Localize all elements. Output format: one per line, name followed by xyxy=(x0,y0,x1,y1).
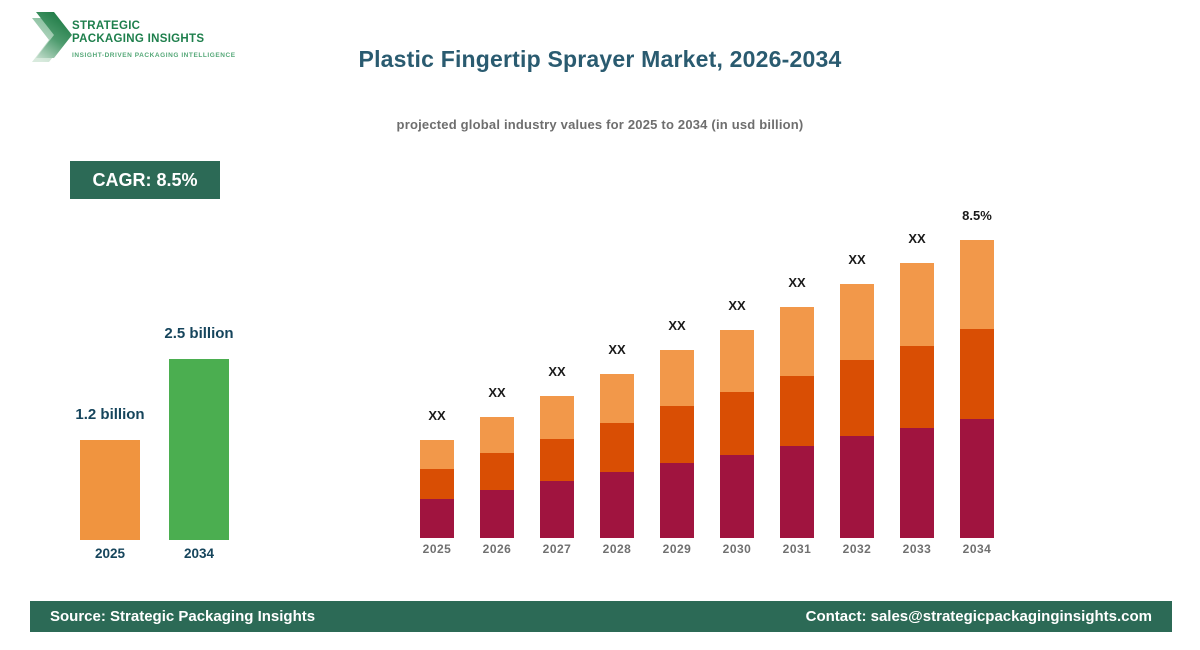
stacked-bar-2027 xyxy=(540,396,574,538)
summary-bar-2034 xyxy=(169,359,229,540)
cagr-badge: CAGR: 8.5% xyxy=(70,161,220,199)
stacked-segment-2029-1 xyxy=(660,406,694,463)
stacked-year-label-2033: 2033 xyxy=(902,542,932,556)
footer-contact: Contact: sales@strategicpackaginginsight… xyxy=(805,608,1152,625)
stacked-bar-2033 xyxy=(900,263,934,538)
stacked-year-label-2034: 2034 xyxy=(962,542,992,556)
stacked-year-label-2026: 2026 xyxy=(482,542,512,556)
stacked-segment-2027-0 xyxy=(540,481,574,538)
stacked-segment-2028-1 xyxy=(600,423,634,473)
stacked-bar-2030 xyxy=(720,330,754,538)
stacked-bar-2034 xyxy=(960,240,994,538)
stacked-segment-2029-0 xyxy=(660,462,694,538)
summary-bar-chart: 1.2 billion 2025 2.5 billion 2034 xyxy=(75,325,233,561)
brand-name-line1: STRATEGIC xyxy=(72,20,141,32)
stacked-bar-label-2029: XX xyxy=(668,318,686,333)
stacked-segment-2032-2 xyxy=(840,284,874,361)
stacked-segment-2026-1 xyxy=(480,453,514,490)
stacked-segment-2026-2 xyxy=(480,417,514,454)
stacked-segment-2027-2 xyxy=(540,396,574,439)
stacked-bar-2031 xyxy=(780,307,814,538)
stacked-bar-2032 xyxy=(840,284,874,538)
stacked-segment-2025-0 xyxy=(420,498,454,538)
summary-bar-2025 xyxy=(80,440,140,540)
stacked-bar-group-2026: XX 2026 xyxy=(467,200,527,556)
summary-bar-group-2025: 1.2 billion 2025 xyxy=(75,325,144,561)
stacked-segment-2031-0 xyxy=(780,445,814,538)
stacked-bar-label-2025: XX xyxy=(428,408,446,423)
stacked-segment-2026-0 xyxy=(480,489,514,538)
stacked-segment-2027-1 xyxy=(540,438,574,482)
footer-source: Source: Strategic Packaging Insights xyxy=(50,608,316,625)
page-subtitle: projected global industry values for 202… xyxy=(396,117,804,132)
stacked-segment-2030-2 xyxy=(720,330,754,393)
stacked-segment-2032-0 xyxy=(840,436,874,538)
brand-name: STRATEGIC PACKAGING INSIGHTS INSIGHT-DRI… xyxy=(72,20,282,59)
stacked-bar-2025 xyxy=(420,440,454,538)
stacked-bar-2028 xyxy=(600,374,634,538)
stacked-segment-2034-0 xyxy=(960,418,994,538)
stacked-year-label-2032: 2032 xyxy=(842,542,872,556)
stacked-bar-label-2028: XX xyxy=(608,342,626,357)
stacked-bar-group-2033: XX 2033 xyxy=(887,200,947,556)
stacked-bar-group-2030: XX 2030 xyxy=(707,200,767,556)
stacked-segment-2034-1 xyxy=(960,329,994,419)
stacked-year-label-2025: 2025 xyxy=(422,542,452,556)
stacked-bar-label-2030: XX xyxy=(728,298,746,313)
footer-bar: Source: Strategic Packaging Insights Con… xyxy=(30,601,1172,632)
stacked-year-label-2030: 2030 xyxy=(722,542,752,556)
stacked-bar-group-2029: XX 2029 xyxy=(647,200,707,556)
stacked-bar-label-2027: XX xyxy=(548,364,566,379)
summary-value-label-2025: 1.2 billion xyxy=(75,406,145,423)
stacked-year-label-2029: 2029 xyxy=(662,542,692,556)
stacked-bar-label-2034: 8.5% xyxy=(962,208,992,223)
stacked-segment-2030-1 xyxy=(720,392,754,455)
stacked-segment-2032-1 xyxy=(840,360,874,437)
stacked-bar-chart: XX 2025 XX 2026 XX 2027 XX 2028 XX 2029 XX 2030 XX 20… xyxy=(420,200,1000,556)
stacked-bar-2026 xyxy=(480,417,514,538)
stacked-segment-2025-2 xyxy=(420,440,454,470)
stacked-year-label-2027: 2027 xyxy=(542,542,572,556)
stacked-year-label-2031: 2031 xyxy=(782,542,812,556)
stacked-segment-2033-2 xyxy=(900,263,934,346)
stacked-bar-label-2031: XX xyxy=(788,275,806,290)
brand-tagline: INSIGHT-DRIVEN PACKAGING INTELLIGENCE xyxy=(72,52,236,59)
stacked-bar-group-2025: XX 2025 xyxy=(407,200,467,556)
stacked-bar-group-2034: 8.5% 2034 xyxy=(947,200,1007,556)
summary-value-label-2034: 2.5 billion xyxy=(164,325,234,342)
stacked-segment-2028-2 xyxy=(600,374,634,424)
stacked-bar-group-2031: XX 2031 xyxy=(767,200,827,556)
stacked-bar-label-2032: XX xyxy=(848,252,866,267)
stacked-segment-2034-2 xyxy=(960,240,994,330)
page-title: Plastic Fingertip Sprayer Market, 2026-2… xyxy=(358,46,842,72)
stacked-segment-2033-0 xyxy=(900,428,934,538)
stacked-segment-2025-1 xyxy=(420,469,454,499)
stacked-segment-2030-0 xyxy=(720,454,754,538)
stacked-bar-label-2033: XX xyxy=(908,231,926,246)
brand-logo: STRATEGIC PACKAGING INSIGHTS INSIGHT-DRI… xyxy=(30,10,280,72)
summary-bar-group-2034: 2.5 billion 2034 xyxy=(164,325,233,561)
stacked-segment-2031-1 xyxy=(780,376,814,446)
stacked-segment-2031-2 xyxy=(780,307,814,377)
chevron-arrow-icon xyxy=(32,12,72,62)
stacked-segment-2028-0 xyxy=(600,472,634,538)
stacked-bar-group-2028: XX 2028 xyxy=(587,200,647,556)
stacked-year-label-2028: 2028 xyxy=(602,542,632,556)
stacked-bar-group-2027: XX 2027 xyxy=(527,200,587,556)
stacked-segment-2029-2 xyxy=(660,350,694,407)
summary-year-label-2034: 2034 xyxy=(183,546,215,561)
stacked-bar-group-2032: XX 2032 xyxy=(827,200,887,556)
stacked-bar-label-2026: XX xyxy=(488,385,506,400)
brand-name-line2: PACKAGING INSIGHTS xyxy=(72,32,205,45)
stacked-bar-2029 xyxy=(660,350,694,538)
stacked-segment-2033-1 xyxy=(900,345,934,428)
summary-year-label-2025: 2025 xyxy=(94,546,126,561)
